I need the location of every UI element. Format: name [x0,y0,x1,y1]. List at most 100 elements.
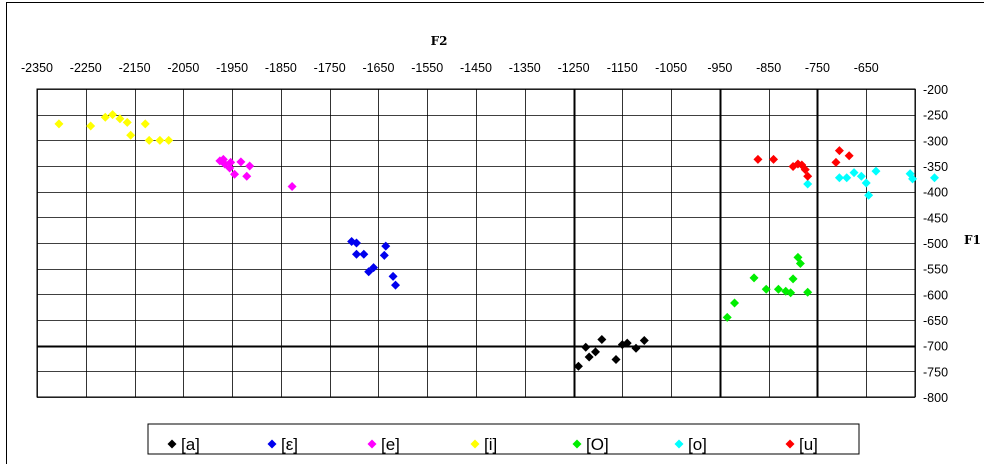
x-tick-label: -650 [854,61,879,75]
data-point [761,284,771,294]
y-tick-label: -500 [923,237,948,251]
data-point [842,173,852,183]
data-point [786,288,796,298]
x-tick-label: -1250 [558,61,590,75]
data-point [800,165,810,175]
x-tick-label: -1050 [655,61,687,75]
data-point [100,112,110,122]
y-tick-label: -350 [923,160,948,174]
data-point [391,280,401,290]
data-point [722,312,732,322]
y-tick-label: -250 [923,109,948,123]
data-point [164,135,174,145]
x-tick-label: -1650 [362,61,394,75]
series-e [215,154,297,192]
plot-border [36,88,916,398]
legend-label: [u] [799,435,818,454]
data-point [581,342,591,352]
data-point [225,163,235,173]
y-tick-label: -650 [923,314,948,328]
legend-marker [367,439,377,449]
data-point [930,173,940,183]
data-point [834,173,844,183]
legend: [a] [ε] [e] [i] [O] [o] [u] [147,423,860,455]
data-point [54,119,64,129]
legend-marker [674,439,684,449]
legend-label: [a] [181,435,200,454]
x-tick-label: -950 [707,61,732,75]
series-u [753,146,854,181]
x-tick-label: -2250 [70,61,102,75]
data-point [856,171,866,181]
x-tick-label: -1150 [607,61,638,75]
y-axis-title: F1 [964,233,981,247]
data-point [245,161,255,171]
data-point [622,338,632,348]
data-point [769,154,779,164]
y-tick-label: -800 [923,391,948,405]
data-points [54,110,940,371]
data-point [144,135,154,145]
data-point [591,347,601,357]
series-i [54,110,174,145]
series-O [722,252,813,322]
data-point [803,287,813,297]
legend-label: [O] [586,435,609,454]
data-point [864,190,874,200]
series-a [573,335,649,371]
x-tick-label: -1750 [314,61,346,75]
data-point [573,361,583,371]
data-point [379,250,389,260]
y-tick-label: -450 [923,211,948,225]
data-point [831,157,841,167]
plot-grid [36,88,916,398]
x-tick-label: -850 [756,61,781,75]
data-point [584,352,594,362]
legend-marker [470,439,480,449]
y-tick-labels: -200 -250 -300 -350 -400 -450 -500 -550 -600 -650… [923,83,948,405]
x-tick-label: -2050 [167,61,199,75]
data-point [287,182,297,192]
series-ε [347,236,401,290]
x-tick-label: -750 [805,61,830,75]
legend-label: [o] [688,435,707,454]
y-tick-label: -750 [923,365,948,379]
data-point [795,259,805,269]
x-tick-label: -1450 [460,61,492,75]
data-point [126,130,136,140]
legend-label: [i] [484,435,497,454]
legend-marker [572,439,582,449]
data-point [230,169,240,179]
data-point [788,274,798,284]
data-point [115,114,125,124]
x-tick-label: -1550 [411,61,443,75]
data-point [749,273,759,283]
data-point [631,343,641,353]
chart-frame: -2350 -2250 -2150 -2050 -1950 -1850 -1750 -1650… [6,2,984,464]
data-point [86,121,96,131]
series-o [803,166,940,200]
data-point [803,179,813,189]
scatter-chart: -2350 -2250 -2150 -2050 -1950 -1850 -1750 -1650… [21,34,981,455]
data-point [849,168,859,178]
y-tick-label: -300 [923,134,948,148]
x-tick-labels: -2350 -2250 -2150 -2050 -1950 -1850 -1750 -1650… [21,61,879,75]
data-point [773,284,783,294]
legend-box [147,423,860,455]
data-point [140,119,150,129]
data-point [351,238,361,248]
data-point [369,263,379,273]
data-point [753,154,763,164]
data-point [803,171,813,181]
x-tick-label: -1350 [509,61,541,75]
data-point [597,335,607,345]
data-point [351,249,361,259]
data-point [381,241,391,251]
data-point [861,178,871,188]
x-axis-title: F2 [431,34,448,48]
legend-marker [167,439,177,449]
data-point [908,174,918,184]
x-tick-label: -2350 [21,61,53,75]
data-point [639,336,649,346]
data-point [834,146,844,156]
